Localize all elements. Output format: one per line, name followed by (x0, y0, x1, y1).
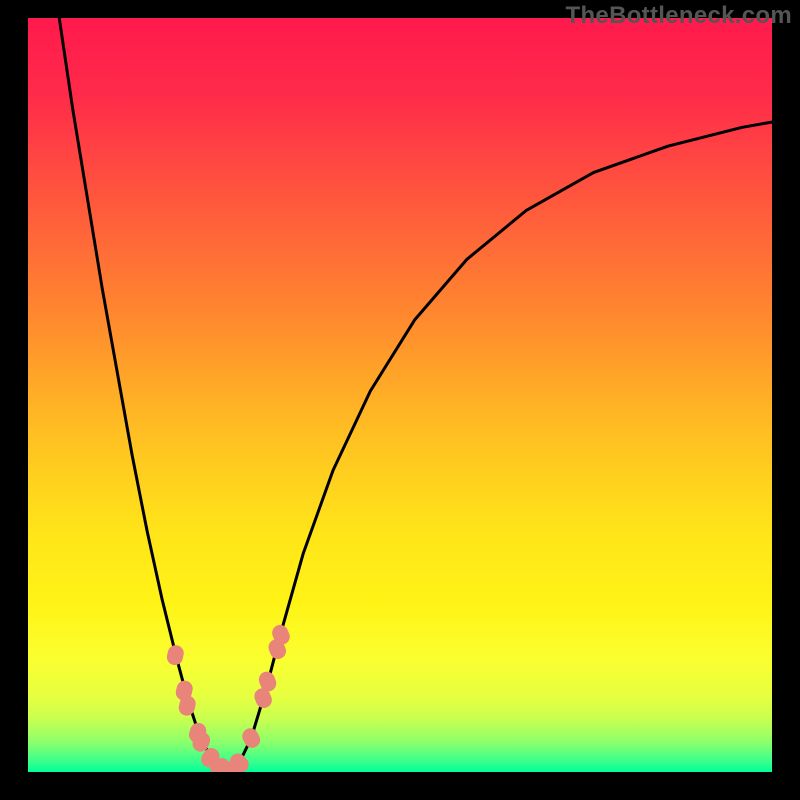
bottleneck-curve-chart (28, 18, 772, 772)
plot-area (28, 18, 772, 772)
branding-watermark: TheBottleneck.com (566, 2, 792, 30)
chart-root: TheBottleneck.com (0, 0, 800, 800)
gradient-background (28, 18, 772, 772)
